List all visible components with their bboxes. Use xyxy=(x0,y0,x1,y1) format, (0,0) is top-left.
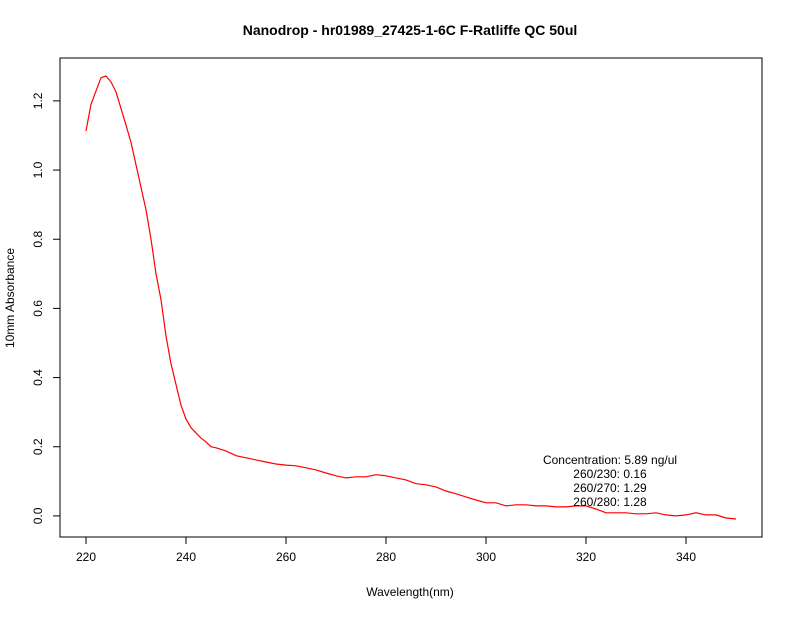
y-tick-label: 1.0 xyxy=(31,161,45,178)
absorbance-line xyxy=(85,75,737,520)
x-axis-label: Wavelength(nm) xyxy=(366,585,454,599)
y-tick-label: 1.2 xyxy=(31,92,45,109)
y-tick-label: 0.4 xyxy=(31,369,45,386)
x-tick-label: 260 xyxy=(276,550,296,564)
x-tick-label: 320 xyxy=(576,550,596,564)
y-tick-label: 0.8 xyxy=(31,231,45,248)
y-tick-label: 0.0 xyxy=(31,507,45,524)
y-axis-label: 10mm Absorbance xyxy=(3,248,17,348)
chart-title: Nanodrop - hr01989_27425-1-6C F-Ratliffe… xyxy=(243,22,578,38)
annotation-260-270: 260/270: 1.29 xyxy=(573,481,647,495)
x-tick-label: 280 xyxy=(376,550,396,564)
x-tick-label: 240 xyxy=(176,550,196,564)
y-tick-label: 0.6 xyxy=(31,300,45,317)
y-tick-label: 0.2 xyxy=(31,438,45,455)
x-tick-label: 340 xyxy=(676,550,696,564)
annotation-260-280: 260/280: 1.28 xyxy=(573,495,647,509)
x-tick-label: 300 xyxy=(476,550,496,564)
x-tick-label: 220 xyxy=(76,550,96,564)
annotation-concentration: Concentration: 5.89 ng/ul xyxy=(543,453,677,467)
plot-frame xyxy=(59,57,763,538)
annotation-260-230: 260/230: 0.16 xyxy=(573,467,647,481)
